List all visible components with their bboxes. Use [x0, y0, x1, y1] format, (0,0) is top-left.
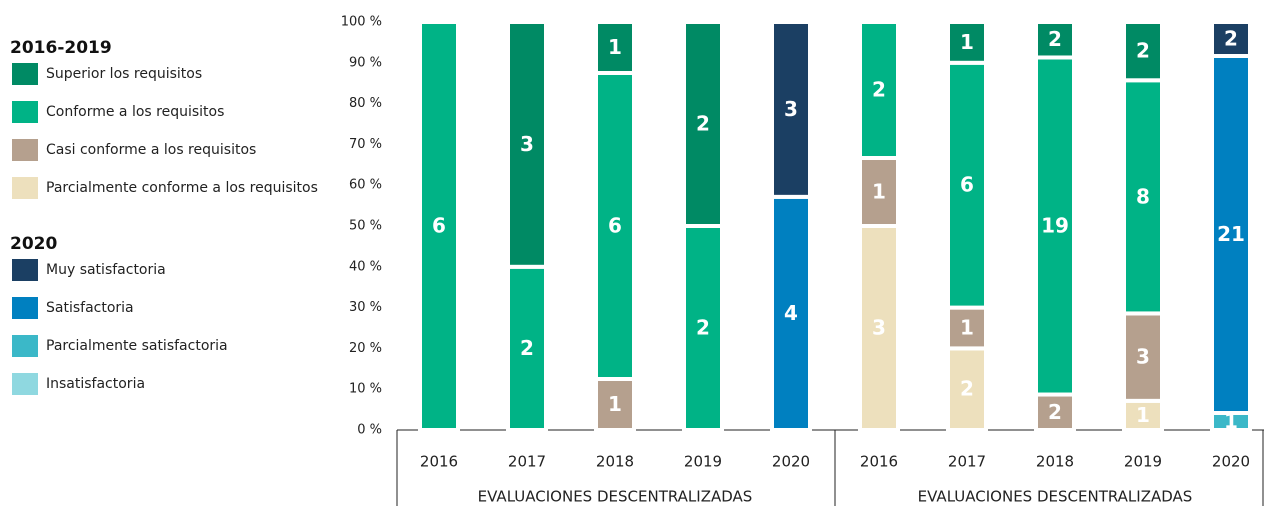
data-label: 6: [608, 214, 622, 238]
bar-segment: [1122, 311, 1164, 403]
data-label: 1: [1136, 403, 1150, 427]
legend-label: Casi conforme a los requisitos: [46, 142, 256, 158]
data-label: 1: [960, 30, 974, 54]
bar-segment: [594, 377, 636, 432]
data-label: 1: [608, 35, 622, 59]
x-tick-label: 2020: [772, 453, 810, 471]
bar-segment: [594, 20, 636, 75]
data-label: 1: [872, 180, 886, 204]
data-label: 2: [1048, 27, 1062, 51]
legend-label: Superior los requisitos: [46, 66, 202, 82]
data-label: 2: [872, 78, 886, 102]
bar-segment: [1034, 55, 1076, 397]
bar-segment: [506, 20, 548, 269]
y-tick-label: 100 %: [341, 15, 382, 30]
bar-segment: [682, 20, 724, 228]
legend-label: Muy satisfactoria: [46, 262, 166, 278]
bar-segment: [1034, 20, 1076, 60]
bar-segment: [506, 264, 548, 432]
legend-swatch: [12, 297, 38, 319]
bar-segment: [1122, 20, 1164, 83]
y-tick-label: 10 %: [349, 382, 382, 397]
legend-swatch: [12, 63, 38, 85]
bar-segment: [770, 20, 812, 199]
y-tick-label: 0 %: [357, 423, 382, 438]
data-label: 3: [784, 97, 798, 121]
legend-label: Parcialmente satisfactoria: [46, 338, 228, 354]
legend-swatch: [12, 101, 38, 123]
data-label: 3: [520, 132, 534, 156]
x-tick-label: 2018: [1036, 453, 1074, 471]
bar-segment: [946, 60, 988, 310]
legend-swatch: [12, 335, 38, 357]
x-tick-label: 2019: [684, 453, 722, 471]
bar-segment: [858, 20, 900, 160]
x-tick-label: 2017: [948, 453, 986, 471]
y-tick-label: 20 %: [349, 341, 382, 356]
legend-swatch: [12, 373, 38, 395]
bar-segment: [770, 194, 812, 432]
y-tick-label: 70 %: [349, 137, 382, 152]
y-tick-label: 90 %: [349, 55, 382, 70]
x-tick-label: 2016: [420, 453, 458, 471]
data-label: 2: [520, 336, 534, 360]
data-label: 2: [960, 377, 974, 401]
bar-segment: [418, 20, 460, 432]
legend-title: 2016-2019: [10, 38, 112, 58]
bar-segment: [1210, 20, 1252, 58]
data-label: 2: [1224, 27, 1238, 51]
bar-segment: [594, 71, 636, 381]
legend-label: Satisfactoria: [46, 300, 134, 316]
data-label: 6: [960, 173, 974, 197]
x-tick-label: 2016: [860, 453, 898, 471]
y-tick-label: 30 %: [349, 300, 382, 315]
legend-swatch: [12, 139, 38, 161]
x-tick-label: 2020: [1212, 453, 1250, 471]
y-tick-label: 50 %: [349, 219, 382, 234]
data-label: 1: [960, 316, 974, 340]
y-tick-label: 40 %: [349, 259, 382, 274]
x-tick-label: 2019: [1124, 453, 1162, 471]
data-label: 1: [608, 392, 622, 416]
data-label: 19: [1041, 214, 1069, 238]
bar-segment: [682, 224, 724, 432]
legend-title: 2020: [10, 234, 57, 254]
data-label: 2: [1136, 39, 1150, 63]
legend-label: Parcialmente conforme a los requisitos: [46, 180, 318, 196]
data-label: 8: [1136, 184, 1150, 208]
x-tick-label: 2018: [596, 453, 634, 471]
data-label: 6: [432, 214, 446, 238]
legend-swatch: [12, 259, 38, 281]
data-label: 2: [696, 316, 710, 340]
group-label: EVALUACIONES DESCENTRALIZADAS: [478, 488, 753, 506]
legend-label: Conforme a los requisitos: [46, 104, 224, 120]
data-label: 2: [1048, 400, 1062, 424]
bar-segment: [858, 224, 900, 432]
data-label: 2: [696, 112, 710, 136]
y-tick-label: 80 %: [349, 96, 382, 111]
data-label: 3: [1136, 345, 1150, 369]
data-label: 4: [784, 301, 798, 325]
legend-swatch: [12, 177, 38, 199]
bar-segment: [1034, 392, 1076, 432]
data-label: 21: [1217, 222, 1245, 246]
x-tick-label: 2017: [508, 453, 546, 471]
bar-segment: [946, 20, 988, 65]
bar-segment: [1210, 54, 1252, 415]
data-label: 3: [872, 316, 886, 340]
legend-label: Insatisfactoria: [46, 376, 145, 392]
y-tick-label: 60 %: [349, 178, 382, 193]
group-label: EVALUACIONES DESCENTRALIZADAS: [918, 488, 1193, 506]
